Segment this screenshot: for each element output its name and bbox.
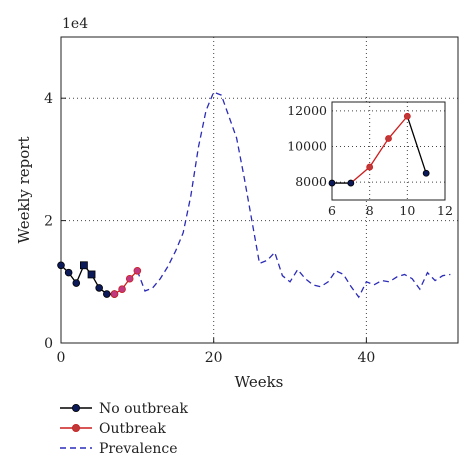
legend-marker	[72, 423, 81, 432]
inset-frame	[331, 101, 446, 201]
data-point	[133, 266, 142, 275]
inset-y-tick-label: 10000	[287, 139, 327, 154]
series-line-prevalence	[136, 91, 451, 299]
inset-y-tick-label: 12000	[287, 103, 327, 118]
inset-data-point	[347, 179, 355, 187]
series-line-outbreak	[114, 270, 138, 295]
data-point	[87, 270, 96, 279]
y-tick-label: 0	[44, 336, 53, 352]
y-axis-label: Weekly report	[15, 137, 33, 244]
inset-x-tick-label: 10	[399, 203, 415, 218]
main-ticks: 0 20 40 0 2 4	[44, 91, 375, 366]
legend-label: Outbreak	[99, 421, 166, 437]
inset-x-tick-label: 12	[437, 203, 453, 218]
inset-ticks: 6 8 10 12 8000 10000 12000	[287, 103, 453, 218]
inset-data-point	[385, 135, 392, 142]
legend-label: Prevalence	[99, 441, 178, 457]
y-tick-label: 2	[44, 214, 53, 230]
inset-y-tick-label: 8000	[295, 174, 327, 189]
inset-data-point	[328, 179, 336, 187]
x-tick-label: 40	[357, 350, 375, 366]
legend: No outbreak Outbreak Prevalence	[60, 401, 188, 457]
x-tick-label: 0	[57, 350, 66, 366]
data-point	[103, 290, 111, 298]
data-point	[64, 268, 73, 277]
inset-chart: 6 8 10 12 8000 10000 12000	[287, 101, 453, 218]
y-tick-label: 4	[44, 91, 53, 107]
inset-data-point	[366, 163, 374, 171]
data-point	[57, 261, 65, 270]
inset-series-line	[350, 115, 408, 184]
data-point	[125, 274, 134, 283]
inset-series	[328, 112, 430, 187]
main-plot-frame	[60, 36, 459, 344]
legend-label: No outbreak	[99, 401, 188, 417]
data-point	[80, 261, 88, 270]
inset-series-line	[406, 116, 427, 174]
data-point	[110, 290, 119, 298]
scale-label: 1e4	[62, 16, 88, 32]
data-point	[95, 284, 103, 292]
main-series	[57, 91, 451, 299]
inset-data-point	[403, 112, 411, 120]
legend-marker	[72, 403, 81, 412]
x-tick-label: 20	[205, 350, 223, 366]
inset-x-tick-label: 8	[366, 203, 374, 218]
data-point	[118, 285, 126, 293]
data-point	[72, 279, 81, 287]
inset-x-tick-label: 6	[328, 203, 336, 218]
x-axis-label: Weeks	[235, 373, 284, 391]
inset-data-point	[422, 169, 430, 177]
